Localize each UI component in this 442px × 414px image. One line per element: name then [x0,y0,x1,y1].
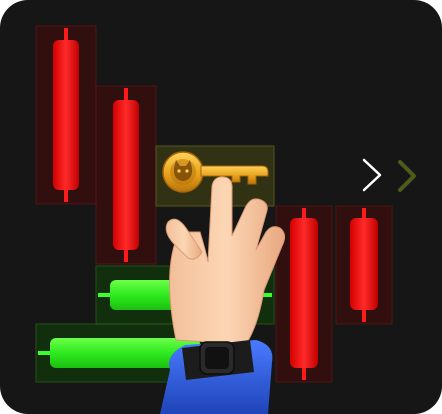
chevron-right-icon [398,160,416,192]
arrow-right-icon [290,158,382,192]
bear-candle-2 [95,85,157,265]
bear-candle-3 [275,205,333,383]
key-icon [162,151,269,193]
bear-candle-4 [335,205,393,325]
bear-candle-1 [35,25,97,205]
hand-pointer-icon [160,176,286,414]
